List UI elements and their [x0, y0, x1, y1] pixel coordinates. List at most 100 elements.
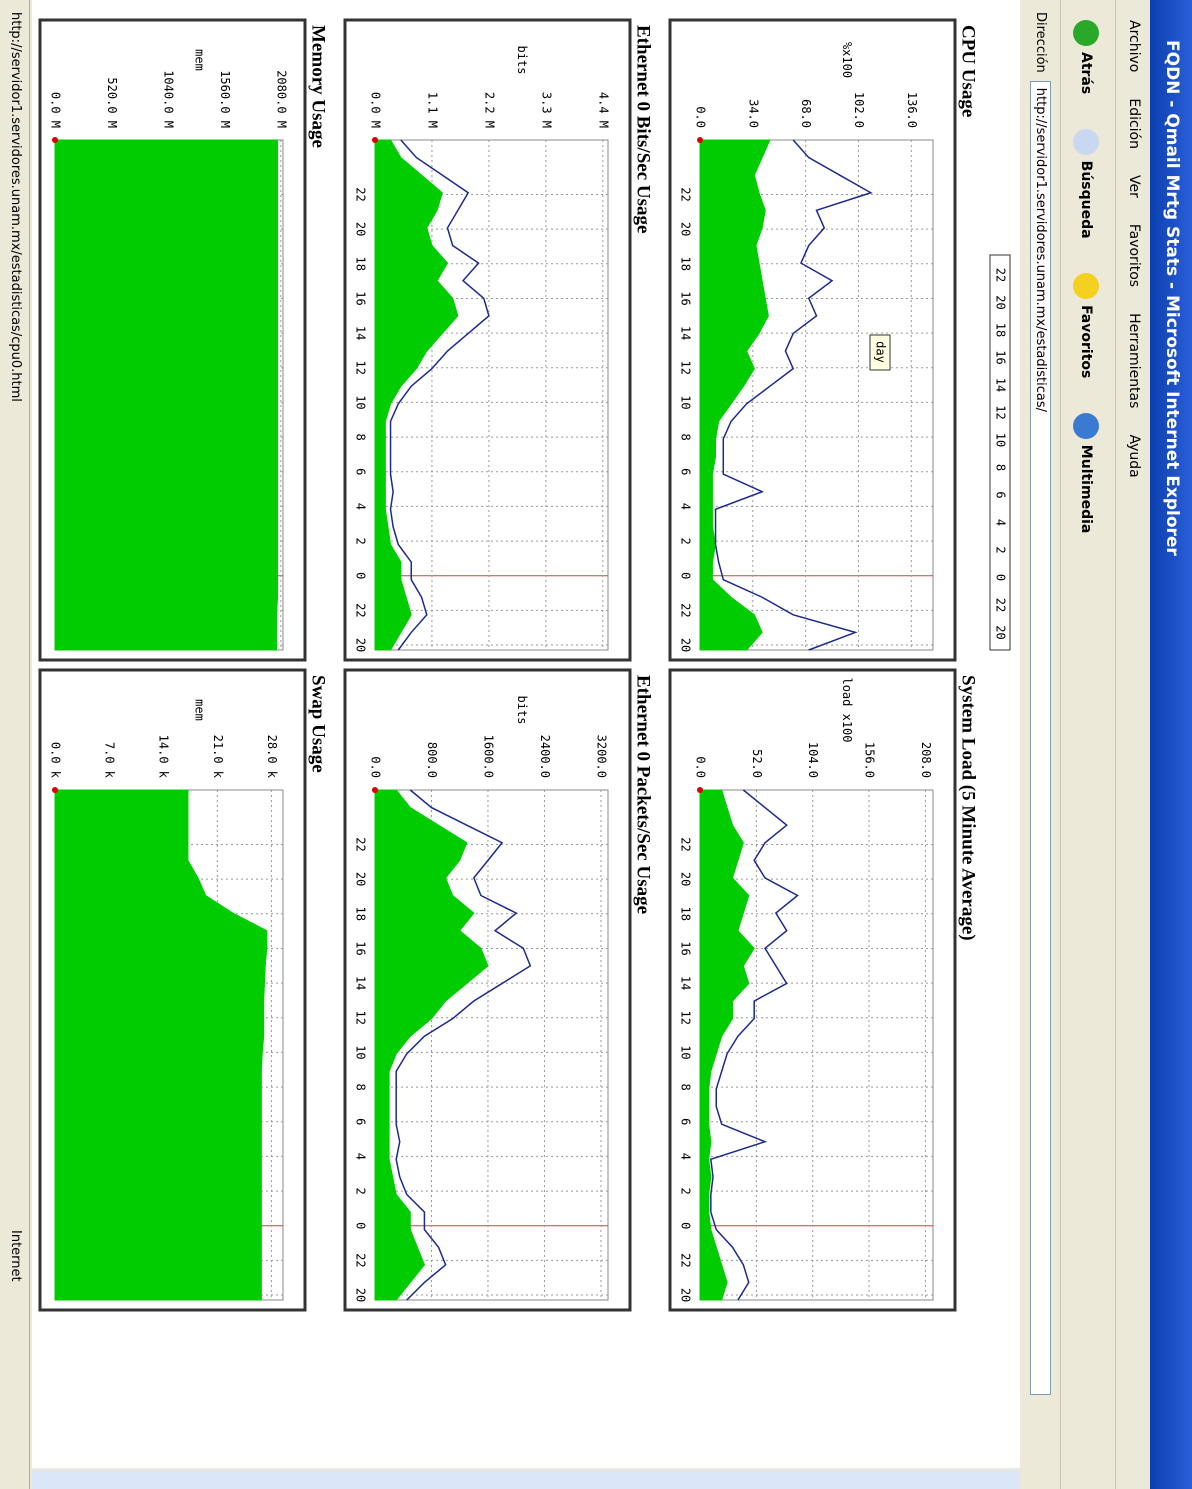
x-tick-label: 22	[354, 1253, 368, 1267]
back-label: Atrás	[1078, 52, 1094, 94]
y-tick-label: 7.0 k	[103, 742, 117, 779]
y-tick-label: 2.2 M	[482, 92, 496, 128]
x-tick-label: 20	[679, 872, 693, 886]
y-tick-label: 14.0 k	[157, 735, 171, 779]
scrollbar[interactable]	[32, 1470, 1020, 1489]
x-tick-label: 20	[354, 1288, 368, 1302]
nav-label: 20	[994, 295, 1008, 309]
origin-marker	[52, 787, 58, 793]
nav-box	[990, 255, 1010, 650]
browser-window: FQDN - Qmail Mrtg Stats - Microsoft Inte…	[0, 0, 1192, 1489]
nav-label: 22	[994, 268, 1008, 282]
x-tick-label: 8	[354, 1083, 368, 1090]
x-tick-label: 16	[679, 291, 693, 305]
x-tick-label: 22	[679, 603, 693, 617]
y-tick-label: 102.0	[852, 92, 866, 128]
favorites-label: Favoritos	[1078, 305, 1094, 378]
media-button[interactable]: Multimedia	[1078, 413, 1094, 534]
x-tick-label: 22	[354, 603, 368, 617]
x-tick-label: 6	[679, 468, 693, 475]
y-tick-label: 1560.0 M	[218, 70, 232, 128]
origin-marker	[697, 787, 703, 793]
menu-item[interactable]: Ayuda	[1126, 434, 1142, 477]
x-tick-label: 22	[679, 1253, 693, 1267]
search-button[interactable]: Búsqueda	[1078, 129, 1094, 239]
nav-label: 22	[994, 598, 1008, 612]
x-tick-label: 22	[354, 837, 368, 851]
y-axis-label: bits	[515, 696, 529, 725]
window-title: FQDN - Qmail Mrtg Stats - Microsoft Inte…	[1162, 40, 1182, 556]
nav-label: 18	[994, 323, 1008, 337]
y-tick-label: 21.0 k	[211, 735, 225, 779]
menu-item[interactable]: Herramientas	[1126, 313, 1142, 408]
menu-bar: Archivo Edición Ver Favoritos Herramientas Ay…	[1115, 0, 1150, 1489]
origin-marker	[52, 137, 58, 143]
menu-item[interactable]: Edición	[1126, 98, 1142, 149]
nav-label: 8	[994, 464, 1008, 471]
panel-title: Swap Usage	[308, 675, 329, 773]
panel-title: CPU Usage	[958, 25, 979, 117]
y-axis-label: mem	[193, 49, 207, 71]
x-tick-label: 4	[679, 1153, 693, 1160]
area-series	[55, 140, 278, 650]
x-tick-label: 18	[679, 907, 693, 921]
y-axis-label: %x100	[840, 42, 854, 78]
x-tick-label: 16	[679, 941, 693, 955]
media-label: Multimedia	[1078, 445, 1094, 534]
x-tick-label: 10	[354, 395, 368, 409]
y-tick-label: 0.0 M	[49, 92, 63, 128]
x-tick-label: 6	[679, 1118, 693, 1125]
menu-item[interactable]: Archivo	[1126, 20, 1142, 72]
y-tick-label: 0.0 k	[49, 742, 63, 779]
y-tick-label: 0.0 M	[369, 92, 383, 128]
nav-label: 10	[994, 433, 1008, 447]
toolbar: Atrás Búsqueda Favoritos Multimedia	[1060, 0, 1115, 1489]
x-tick-label: 10	[354, 1045, 368, 1059]
x-tick-label: 12	[679, 1011, 693, 1025]
page: FQDN - Qmail Mrtg Stats - Microsoft Inte…	[0, 0, 1192, 1489]
y-tick-label: 52.0	[750, 749, 764, 778]
nav-label: 6	[994, 491, 1008, 498]
x-tick-label: 14	[354, 326, 368, 340]
x-tick-label: 22	[354, 187, 368, 201]
menu-item[interactable]: Ver	[1126, 175, 1142, 198]
back-button[interactable]: Atrás	[1078, 20, 1094, 94]
y-tick-label: 1600.0	[481, 735, 495, 778]
y-axis-label: bits	[515, 46, 529, 75]
x-tick-label: 6	[354, 468, 368, 475]
y-tick-label: 104.0	[806, 742, 820, 778]
title-bar: FQDN - Qmail Mrtg Stats - Microsoft Inte…	[1150, 0, 1192, 1489]
x-tick-label: 2	[679, 537, 693, 544]
x-tick-label: 16	[354, 291, 368, 305]
x-tick-label: 4	[679, 503, 693, 510]
menu-item[interactable]: Favoritos	[1126, 224, 1142, 287]
nav-label: 20	[994, 625, 1008, 639]
y-tick-label: 28.0 k	[265, 735, 279, 779]
y-tick-label: 1040.0 M	[161, 70, 175, 128]
panel-title: Ethernet 0 Packets/Sec Usage	[633, 675, 654, 914]
x-tick-label: 0	[679, 1222, 693, 1229]
y-tick-label: 2080.0 M	[274, 70, 288, 128]
favorites-button[interactable]: Favoritos	[1078, 273, 1094, 378]
y-tick-label: 1.1 M	[425, 92, 439, 128]
tooltip: day	[874, 341, 888, 363]
origin-marker	[697, 137, 703, 143]
nav-label: 12	[994, 405, 1008, 419]
y-axis-label: load x100	[840, 677, 854, 742]
x-tick-label: 10	[679, 1045, 693, 1059]
nav-label: 2	[994, 546, 1008, 553]
x-tick-label: 8	[679, 1083, 693, 1090]
y-tick-label: 3.3 M	[539, 92, 553, 128]
status-url: http://servidor1.servidores.unam.mx/esta…	[8, 12, 23, 402]
x-tick-label: 14	[354, 976, 368, 990]
origin-marker	[372, 787, 378, 793]
address-field[interactable]: http://servidor1.servidores.unam.mx/esta…	[1030, 81, 1051, 1395]
y-tick-label: 34.0	[746, 99, 760, 128]
x-tick-label: 2	[354, 1187, 368, 1194]
y-tick-label: 4.4 M	[596, 92, 610, 128]
x-tick-label: 22	[679, 187, 693, 201]
x-tick-label: 6	[354, 1118, 368, 1125]
x-tick-label: 8	[679, 433, 693, 440]
y-tick-label: 800.0	[425, 742, 439, 778]
